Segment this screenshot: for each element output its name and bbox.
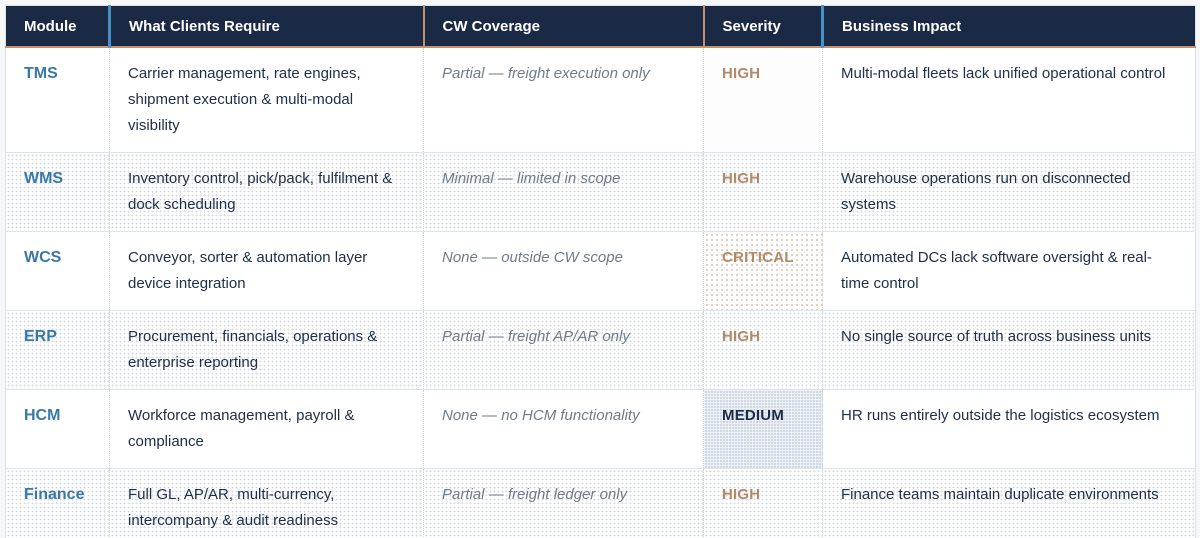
column-header-what-clients-require: What Clients Require [108,5,424,48]
table-row-hcm: HCM Workforce management, payroll & comp… [5,389,1196,469]
module-cell: WMS [5,152,110,232]
column-header-module: Module [5,5,110,48]
module-cell: HCM [5,389,110,469]
coverage-cell: Partial — freight ledger only [423,468,704,538]
requirement-cell: Inventory control, pick/pack, fulfilment… [109,152,424,232]
coverage-cell: None — outside CW scope [423,231,704,311]
table-header: Module What Clients Require CW Coverage … [5,5,1196,48]
severity-cell: CRITICAL [703,231,823,311]
requirement-cell: Carrier management, rate engines, shipme… [109,47,424,153]
module-coverage-table: Module What Clients Require CW Coverage … [5,5,1196,538]
impact-cell: No single source of truth across busines… [822,310,1196,390]
requirement-cell: Procurement, financials, operations & en… [109,310,424,390]
requirement-cell: Full GL, AP/AR, multi-currency, intercom… [109,468,424,538]
impact-cell: Finance teams maintain duplicate environ… [822,468,1196,538]
header-row: Module What Clients Require CW Coverage … [5,5,1196,48]
severity-cell: HIGH [703,310,823,390]
severity-cell: HIGH [703,47,823,153]
column-header-cw-coverage: CW Coverage [422,5,704,48]
coverage-cell: Minimal — limited in scope [423,152,704,232]
column-header-business-impact: Business Impact [821,5,1196,48]
coverage-cell: Partial — freight AP/AR only [423,310,704,390]
table-row-finance: Finance Full GL, AP/AR, multi-currency, … [5,468,1196,538]
coverage-cell: Partial — freight execution only [423,47,704,153]
impact-cell: HR runs entirely outside the logistics e… [822,389,1196,469]
table-row-erp: ERP Procurement, financials, operations … [5,310,1196,390]
module-cell: TMS [5,47,110,153]
table-row-tms: TMS Carrier management, rate engines, sh… [5,47,1196,153]
column-header-severity: Severity [702,5,823,48]
impact-cell: Warehouse operations run on disconnected… [822,152,1196,232]
requirement-cell: Conveyor, sorter & automation layer devi… [109,231,424,311]
impact-cell: Automated DCs lack software oversight & … [822,231,1196,311]
severity-cell: HIGH [703,468,823,538]
module-cell: ERP [5,310,110,390]
module-cell: Finance [5,468,110,538]
impact-cell: Multi-modal fleets lack unified operatio… [822,47,1196,153]
requirement-cell: Workforce management, payroll & complian… [109,389,424,469]
table-body: TMS Carrier management, rate engines, sh… [5,47,1196,538]
table-row-wcs: WCS Conveyor, sorter & automation layer … [5,231,1196,311]
severity-cell: MEDIUM [703,389,823,469]
module-cell: WCS [5,231,110,311]
coverage-cell: None — no HCM functionality [423,389,704,469]
table-row-wms: WMS Inventory control, pick/pack, fulfil… [5,152,1196,232]
severity-cell: HIGH [703,152,823,232]
